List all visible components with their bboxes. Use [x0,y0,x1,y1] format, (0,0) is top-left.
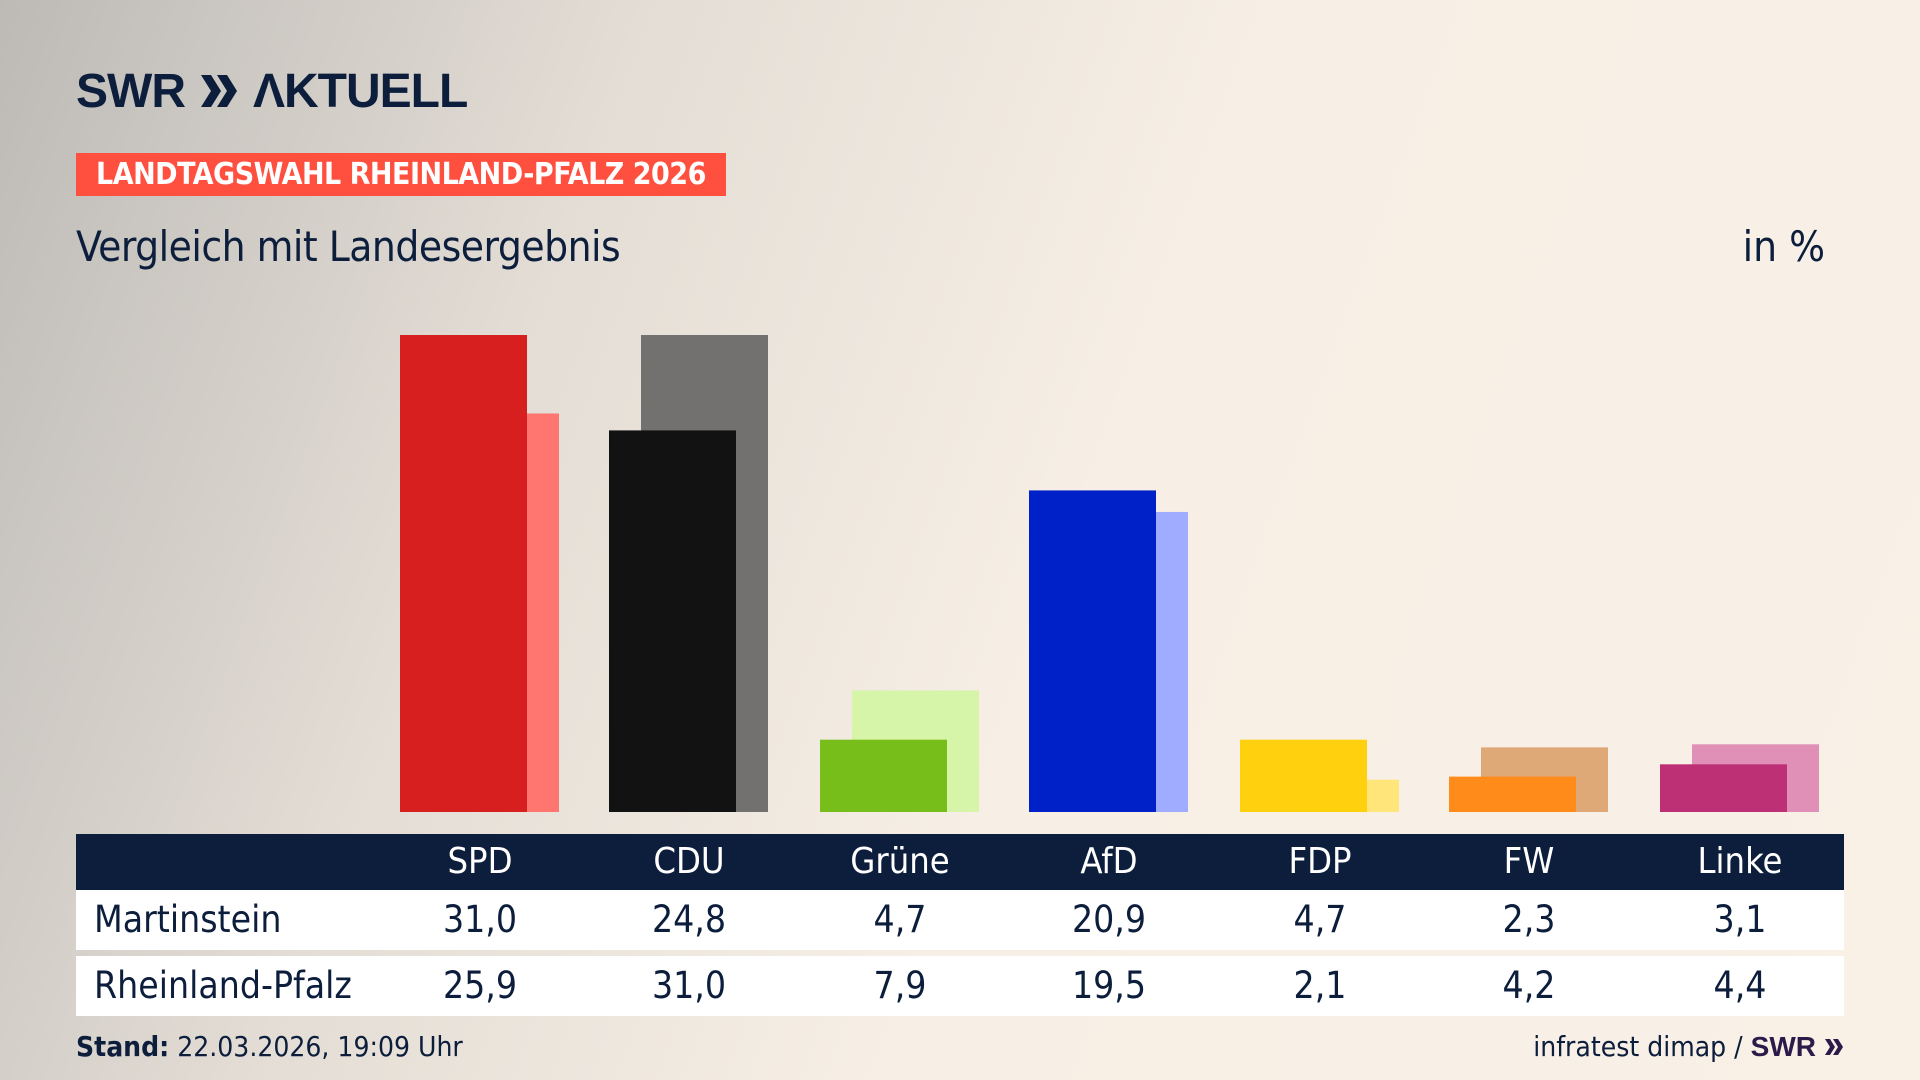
stand-label: Stand: [76,1030,170,1063]
local-bar-cdu [609,430,736,812]
source: infratest dimap / SWR [1533,1030,1844,1063]
chevrons-icon [1825,1038,1843,1055]
election-badge: LANDTAGSWAHL RHEINLAND-PFALZ 2026 [76,153,726,196]
table-cell: 4,7 [873,898,927,941]
chart-subtitle: Vergleich mit Landesergebnis [76,222,621,271]
local-bar-afd [1029,490,1156,812]
table-cell: 20,9 [1071,898,1147,941]
local-bar-fdp [1240,739,1367,812]
local-bar-fw [1449,776,1576,812]
row-label: Martinstein [94,898,282,941]
table-cell: 31,0 [442,898,518,941]
table-cell: 31,0 [651,964,727,1007]
table-cell: 24,8 [651,898,727,941]
row-label: Rheinland-Pfalz [94,964,352,1007]
column-header: CDU [653,841,725,882]
column-header: FW [1503,841,1555,882]
unit-label: in % [1742,222,1825,271]
table-cell: 2,1 [1293,964,1347,1007]
table-cell: 4,7 [1293,898,1347,941]
source-text: infratest dimap / [1533,1030,1743,1063]
local-bar-spd [400,335,527,812]
logo-aktuell: ΛKTUELL [252,64,468,118]
column-header: FDP [1288,841,1352,882]
swr-logo-small: SWR [1750,1030,1816,1062]
column-header: Linke [1697,841,1783,882]
table-header-row: SPD CDU Grüne AfD FDP FW Linke [76,834,1844,890]
column-header: SPD [447,841,513,882]
timestamp: Stand: 22.03.2026, 19:09 Uhr [76,1030,463,1063]
table-cell: 4,2 [1502,964,1556,1007]
local-bar-linke [1660,764,1787,812]
table-cell: 19,5 [1071,964,1147,1007]
table-cell: 7,9 [873,964,927,1007]
logo-swr: SWR [76,64,186,118]
table-cell: 25,9 [442,964,518,1007]
chevrons-icon [200,75,237,107]
stand-value: 22.03.2026, 19:09 Uhr [177,1030,463,1063]
local-bar-grüne [820,739,947,812]
results-table: SPD CDU Grüne AfD FDP FW Linke Martinstein 31,… [76,834,1844,1022]
table-row: Rheinland-Pfalz 25,9 31,0 7,9 19,5 2,1 4,2 4,4 [76,956,1844,1016]
table-row: Martinstein 31,0 24,8 4,7 20,9 4,7 2,3 3,1 [76,890,1844,950]
table-cell: 3,1 [1713,898,1767,941]
table-cell: 2,3 [1502,898,1556,941]
column-header: AfD [1080,841,1138,882]
swr-aktuell-logo: SWR ΛKTUELL [76,64,468,118]
column-header: Grüne [850,841,950,882]
table-cell: 4,4 [1713,964,1767,1007]
